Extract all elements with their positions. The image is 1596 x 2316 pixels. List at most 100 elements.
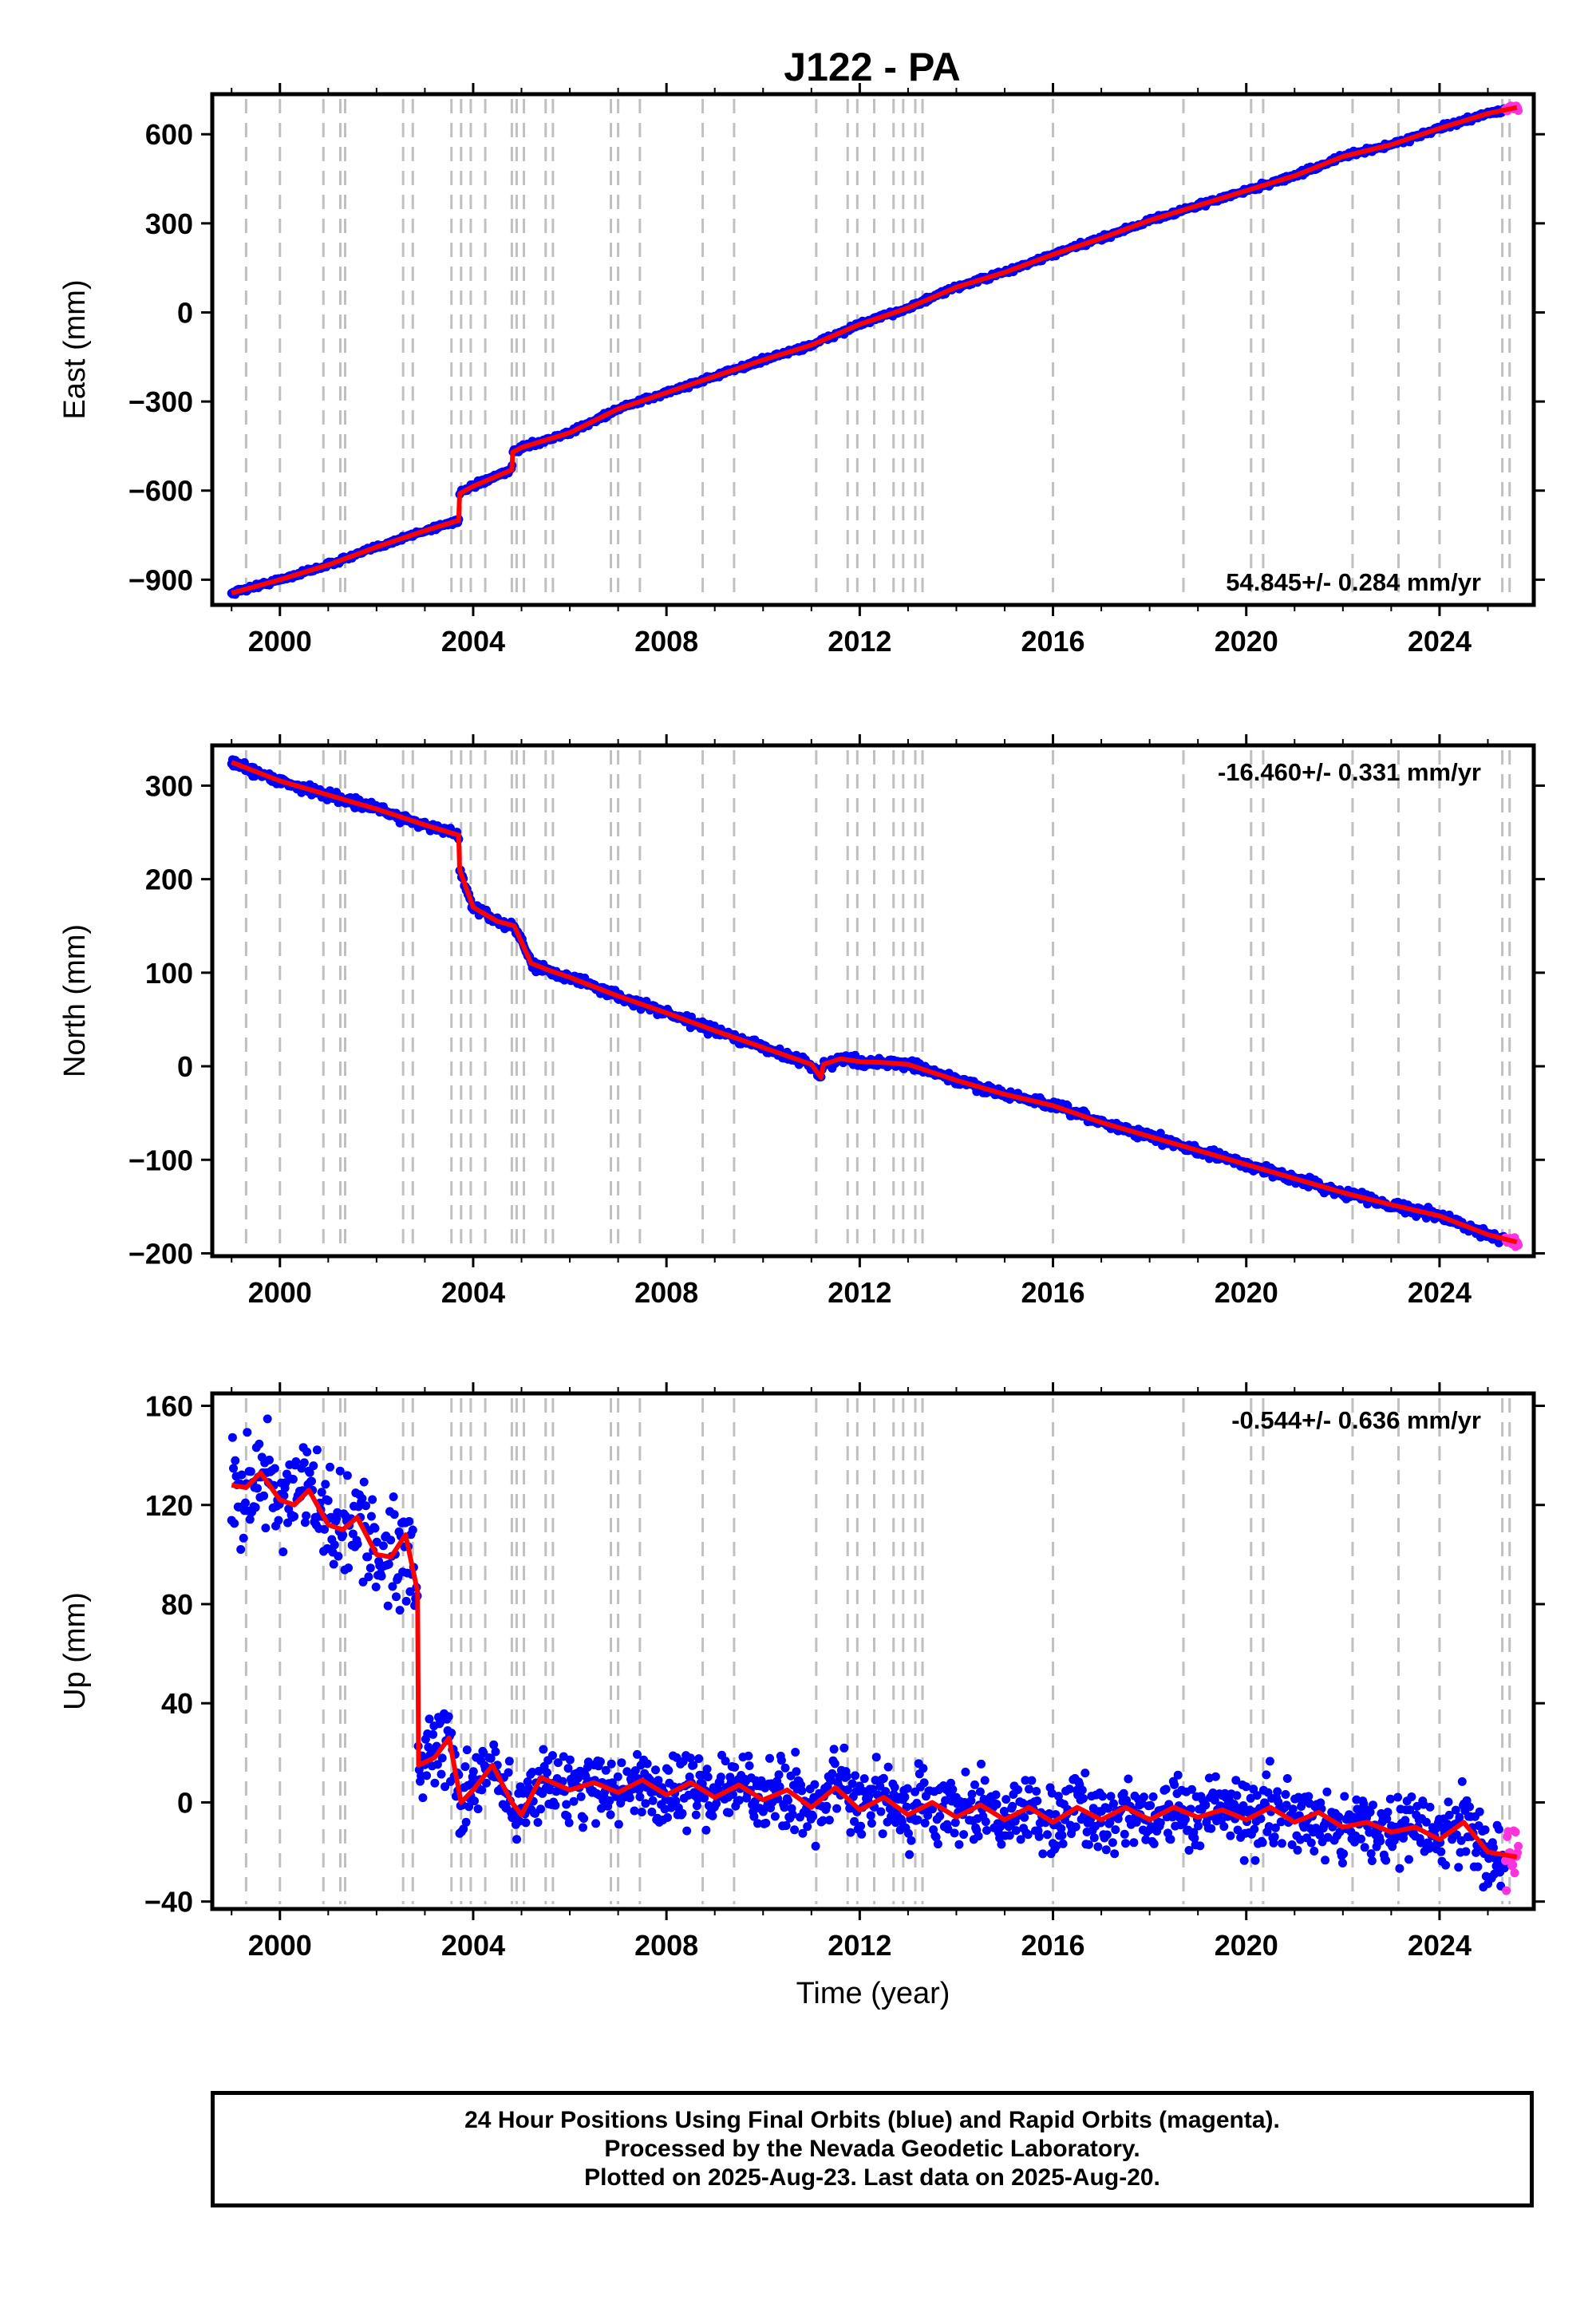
final-orbit-point <box>991 1790 1001 1800</box>
final-orbit-point <box>1425 1802 1435 1812</box>
final-orbit-point <box>562 1800 571 1809</box>
final-orbit-point <box>1219 1822 1229 1832</box>
final-orbit-point <box>1108 1838 1117 1848</box>
final-orbit-point <box>1201 1800 1211 1810</box>
final-orbit-point <box>265 1455 274 1464</box>
final-orbit-point <box>685 1753 695 1763</box>
final-orbit-point <box>1173 1770 1183 1780</box>
final-orbit-point <box>900 1792 910 1802</box>
final-orbit-point <box>263 1414 272 1424</box>
final-orbit-point <box>1258 1838 1267 1848</box>
rapid-orbit-point <box>1508 1860 1518 1870</box>
final-orbit-point <box>290 1512 299 1521</box>
y-tick-label: 200 <box>145 864 193 896</box>
rapid-orbit-point <box>1502 1886 1511 1895</box>
final-orbit-point <box>1190 1833 1199 1843</box>
final-orbit-point <box>642 1759 652 1769</box>
final-orbit-point <box>970 1780 979 1789</box>
final-orbit-point <box>424 1742 433 1752</box>
final-orbit-point <box>654 1776 663 1785</box>
final-orbit-point <box>871 1776 880 1785</box>
final-orbit-point <box>371 1583 381 1591</box>
final-orbit-point <box>1023 1830 1033 1840</box>
final-orbit-point <box>504 1757 514 1766</box>
model-fit-line <box>231 105 1518 595</box>
final-orbit-point <box>879 1773 888 1783</box>
final-orbit-point <box>887 1812 896 1821</box>
final-orbit-point <box>440 1782 450 1792</box>
final-orbit-point <box>1322 1787 1332 1796</box>
final-orbit-point <box>1262 1770 1271 1780</box>
final-orbit-point <box>664 1765 674 1775</box>
final-orbit-point <box>1340 1792 1349 1801</box>
final-orbit-point <box>959 1830 969 1840</box>
final-orbit-point <box>1457 1777 1467 1786</box>
final-orbit-point <box>1025 1784 1033 1794</box>
final-orbit-point <box>822 1801 832 1811</box>
final-orbit-point <box>477 1785 487 1795</box>
final-orbit-point <box>633 1749 642 1759</box>
final-orbit-point <box>418 1793 428 1803</box>
final-orbit-point <box>967 1789 977 1799</box>
final-orbit-point <box>883 1762 893 1772</box>
final-orbit-point <box>533 1818 543 1827</box>
final-orbit-point <box>389 1510 399 1520</box>
final-orbit-point <box>975 1787 985 1796</box>
final-orbit-point <box>1001 1795 1011 1804</box>
final-orbit-point <box>1207 1824 1216 1833</box>
final-orbit-point <box>1008 1801 1017 1811</box>
final-orbit-point <box>1273 1787 1282 1796</box>
final-orbit-point <box>637 1808 646 1816</box>
final-orbit-point <box>761 1818 771 1828</box>
final-orbit-point <box>913 1815 922 1824</box>
final-orbit-point <box>1455 1812 1464 1822</box>
final-orbit-point <box>1071 1822 1080 1832</box>
final-orbit-point <box>692 1801 701 1811</box>
final-orbit-point <box>1129 1838 1139 1848</box>
final-orbit-point <box>1357 1834 1365 1844</box>
final-orbit-point <box>866 1811 875 1820</box>
final-orbit-point <box>243 1428 252 1437</box>
final-orbit-point <box>1111 1825 1120 1835</box>
final-orbit-point <box>1306 1838 1316 1848</box>
final-orbit-point <box>1339 1849 1349 1859</box>
final-orbit-point <box>1110 1849 1120 1859</box>
final-orbit-point <box>905 1850 915 1860</box>
final-orbit-point <box>361 1501 370 1511</box>
final-orbit-point <box>1444 1810 1454 1820</box>
final-orbit-point <box>716 1773 725 1782</box>
final-orbit-point <box>516 1782 525 1792</box>
final-orbit-point <box>780 1803 789 1812</box>
final-orbit-point <box>1281 1790 1290 1799</box>
x-tick-label: 2008 <box>634 1929 698 1962</box>
final-orbit-point <box>470 1796 479 1806</box>
final-orbit-point <box>830 1759 839 1769</box>
y-axis-label: Up (mm) <box>58 1592 92 1710</box>
final-orbit-point <box>728 1790 737 1799</box>
rapid-orbit-point <box>1510 1868 1519 1878</box>
x-axis-label: Time (year) <box>796 1977 950 2010</box>
final-orbit-point <box>1385 1794 1395 1804</box>
final-orbit-point <box>933 1840 942 1849</box>
final-orbit-point <box>1038 1849 1048 1859</box>
y-tick-label: 40 <box>161 1687 193 1720</box>
final-orbit-point <box>1407 1792 1416 1801</box>
final-orbit-point <box>950 1828 959 1838</box>
final-orbit-point <box>708 1811 717 1820</box>
final-orbit-point <box>791 1748 800 1757</box>
chart-title: J122 - PA <box>784 45 960 89</box>
final-orbit-point <box>672 1753 681 1762</box>
final-orbit-point <box>842 1772 851 1781</box>
final-orbit-point <box>539 1745 548 1754</box>
final-orbit-point <box>950 1818 960 1828</box>
final-orbit-point <box>878 1829 887 1839</box>
final-orbit-point <box>241 1498 250 1508</box>
final-orbit-point <box>326 1462 334 1472</box>
x-tick-label: 2020 <box>1215 625 1278 658</box>
final-orbit-point <box>261 1524 271 1533</box>
final-orbit-point <box>803 1822 812 1832</box>
final-orbit-point <box>824 1816 834 1825</box>
final-orbit-point <box>229 1464 238 1473</box>
final-orbit-point <box>1282 1774 1292 1783</box>
final-orbit-point <box>903 1784 912 1793</box>
